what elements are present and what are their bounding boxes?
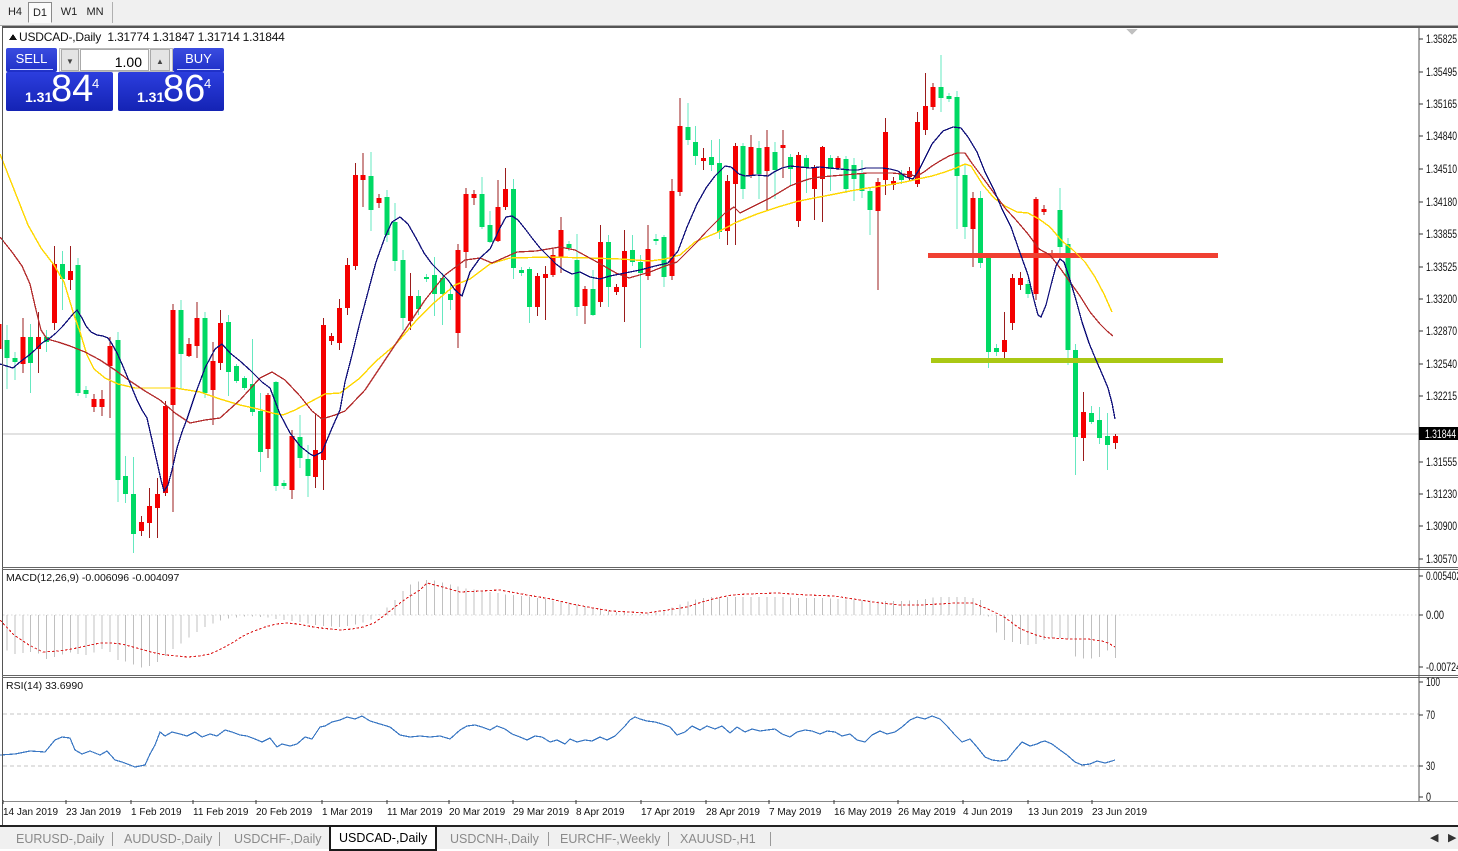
svg-text:11 Feb 2019: 11 Feb 2019 — [193, 807, 249, 818]
svg-text:1.34840: 1.34840 — [1426, 131, 1457, 143]
svg-text:11 Mar 2019: 11 Mar 2019 — [387, 807, 443, 818]
svg-text:RSI(14) 33.6990: RSI(14) 33.6990 — [6, 680, 83, 692]
svg-text:1.34180: 1.34180 — [1426, 197, 1457, 209]
svg-text:1.32540: 1.32540 — [1426, 359, 1457, 371]
svg-text:13 Jun 2019: 13 Jun 2019 — [1028, 807, 1083, 818]
svg-text:8 Apr 2019: 8 Apr 2019 — [576, 807, 625, 818]
svg-text:1.31230: 1.31230 — [1426, 489, 1457, 501]
svg-text:4 Jun 2019: 4 Jun 2019 — [963, 807, 1013, 818]
svg-text:1.31555: 1.31555 — [1426, 457, 1457, 469]
svg-text:1.33200: 1.33200 — [1426, 294, 1457, 306]
svg-text:1.35495: 1.35495 — [1426, 67, 1457, 79]
svg-text:1.34510: 1.34510 — [1426, 164, 1457, 176]
svg-text:23 Jan 2019: 23 Jan 2019 — [66, 807, 121, 818]
svg-text:20 Mar 2019: 20 Mar 2019 — [449, 807, 506, 818]
svg-text:20 Feb 2019: 20 Feb 2019 — [256, 807, 313, 818]
svg-text:1.35825: 1.35825 — [1426, 34, 1457, 46]
svg-text:1.32870: 1.32870 — [1426, 326, 1457, 338]
svg-text:17 Apr 2019: 17 Apr 2019 — [641, 807, 695, 818]
svg-text:0: 0 — [1426, 792, 1431, 804]
svg-text:7 May 2019: 7 May 2019 — [769, 807, 822, 818]
svg-text:30: 30 — [1426, 761, 1435, 773]
svg-text:100: 100 — [1426, 677, 1440, 689]
svg-text:23 Jun 2019: 23 Jun 2019 — [1092, 807, 1147, 818]
svg-text:14 Jan 2019: 14 Jan 2019 — [3, 807, 58, 818]
svg-text:28 Apr 2019: 28 Apr 2019 — [706, 807, 760, 818]
svg-text:0.005402: 0.005402 — [1426, 571, 1458, 583]
svg-text:1.33855: 1.33855 — [1426, 229, 1457, 241]
svg-text:1 Feb 2019: 1 Feb 2019 — [131, 807, 182, 818]
svg-text:1.32215: 1.32215 — [1426, 391, 1457, 403]
svg-text:26 May 2019: 26 May 2019 — [898, 807, 956, 818]
svg-text:-0.007245: -0.007245 — [1426, 662, 1458, 674]
svg-text:1.35165: 1.35165 — [1426, 99, 1457, 111]
svg-text:1.31844: 1.31844 — [1425, 429, 1456, 441]
svg-text:1.30900: 1.30900 — [1426, 521, 1457, 533]
svg-text:70: 70 — [1426, 710, 1435, 722]
svg-text:16 May 2019: 16 May 2019 — [834, 807, 892, 818]
svg-text:0.00: 0.00 — [1426, 610, 1444, 622]
svg-text:1 Mar 2019: 1 Mar 2019 — [322, 807, 373, 818]
svg-text:1.30570: 1.30570 — [1426, 554, 1457, 566]
svg-text:29 Mar 2019: 29 Mar 2019 — [513, 807, 570, 818]
svg-text:1.33525: 1.33525 — [1426, 262, 1457, 274]
svg-text:MACD(12,26,9) -0.006096 -0.004: MACD(12,26,9) -0.006096 -0.004097 — [6, 572, 180, 584]
svg-text:USDCAD-,Daily 1.31774 1.31847: USDCAD-,Daily 1.31774 1.31847 1.31714 1.… — [19, 30, 285, 44]
